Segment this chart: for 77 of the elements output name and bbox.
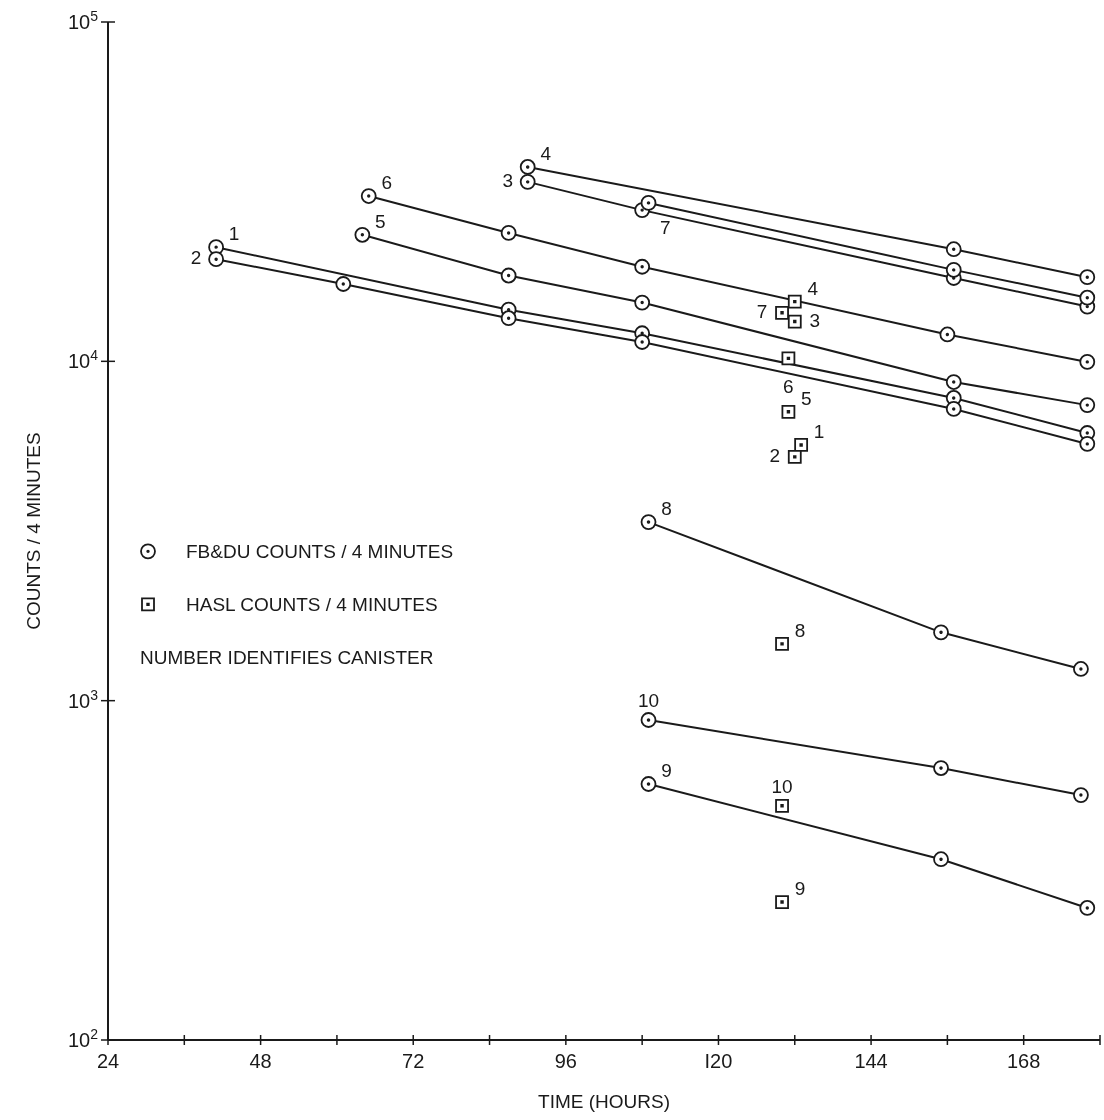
x-tick-label: 168 — [1007, 1050, 1041, 1072]
point — [1079, 354, 1096, 370]
point — [775, 895, 789, 909]
point — [360, 188, 377, 204]
annotation: 3 — [809, 309, 821, 331]
y-tick-label: 10$^{4}$ — [67, 347, 99, 373]
annotation: 7 — [660, 217, 671, 239]
point — [1079, 900, 1096, 916]
annotation: 5 — [375, 210, 386, 232]
annotation: 9 — [794, 878, 806, 900]
annotation: 6 — [381, 172, 393, 194]
point — [1079, 397, 1096, 413]
point — [1079, 289, 1096, 306]
point — [335, 276, 352, 292]
point — [634, 258, 651, 275]
point — [945, 374, 962, 390]
point — [787, 314, 802, 329]
point — [775, 305, 789, 320]
point — [634, 334, 651, 350]
annotation: 1 — [813, 420, 825, 442]
annotation: 5 — [801, 387, 812, 409]
annotation: 7 — [756, 300, 768, 322]
point — [787, 449, 802, 464]
legend-label: HASL COUNTS / 4 MINUTES — [186, 594, 438, 616]
x-tick-label: I20 — [704, 1050, 733, 1072]
y-tick-label: 10$^{5}$ — [67, 8, 99, 33]
point — [500, 267, 517, 284]
y-tick-label: 10$^{3}$ — [67, 686, 99, 712]
point — [354, 226, 371, 243]
point — [794, 438, 809, 452]
point — [945, 401, 962, 417]
annotation: 1 — [228, 223, 240, 245]
point — [775, 798, 789, 813]
y-axis-title: COUNTS / 4 MINUTES — [23, 432, 44, 630]
point — [1073, 661, 1089, 677]
point — [519, 159, 536, 175]
x-tick-label: 96 — [554, 1050, 577, 1072]
point — [775, 636, 789, 651]
point — [640, 776, 657, 792]
x-tick-label: 24 — [96, 1050, 120, 1072]
point — [939, 326, 956, 343]
annotation: 6 — [783, 376, 794, 398]
point — [933, 624, 949, 641]
annotation: 8 — [794, 619, 806, 641]
point — [519, 173, 536, 190]
point — [945, 241, 962, 258]
y-tick-label: 10$^{2}$ — [67, 1026, 99, 1051]
legend-label: FB&DU COUNTS / 4 MINUTES — [186, 541, 454, 563]
annotation: 10 — [771, 775, 793, 797]
point — [1073, 787, 1089, 803]
annotation: 2 — [769, 444, 781, 466]
x-tick-label: 48 — [249, 1050, 272, 1072]
point — [634, 294, 651, 311]
point — [640, 712, 657, 728]
point — [787, 294, 802, 309]
annotation: NUMBER IDENTIFIES CANISTER — [140, 647, 434, 669]
annotation: 2 — [190, 247, 202, 269]
point — [640, 195, 657, 211]
point — [500, 225, 517, 241]
x-tick-label: 144 — [854, 1050, 888, 1072]
annotation: 4 — [540, 142, 552, 164]
point — [1079, 269, 1096, 286]
point — [1079, 436, 1096, 452]
point — [640, 514, 657, 530]
annotation: 9 — [661, 760, 672, 782]
x-tick-label: 72 — [402, 1050, 425, 1072]
point — [208, 251, 224, 268]
x-axis-title: TIME (HOURS) — [538, 1091, 670, 1112]
annotation: 8 — [661, 498, 672, 520]
point — [945, 261, 962, 278]
annotation: 3 — [502, 169, 513, 191]
point — [933, 760, 949, 776]
annotation: 10 — [637, 690, 660, 712]
annotation: 4 — [807, 277, 819, 299]
point — [933, 851, 949, 868]
point — [781, 404, 796, 419]
point — [500, 310, 517, 327]
